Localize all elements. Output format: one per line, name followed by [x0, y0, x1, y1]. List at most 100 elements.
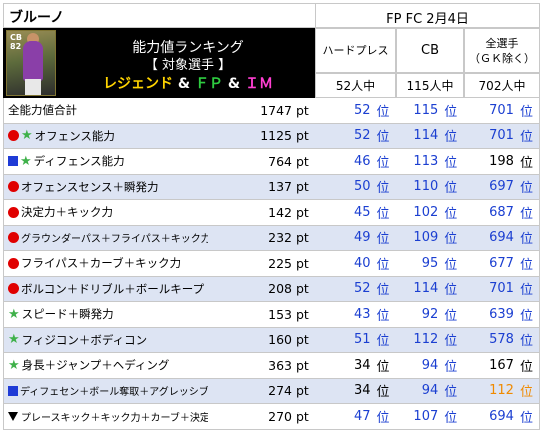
ranking-table: 全能力値合計 1747 pt 52 位 115 位 701 位 ★ オフェンス能力 1125 pt 5…	[3, 98, 540, 430]
banner-title: 能力値ランキング	[132, 40, 244, 56]
star-icon: ★	[20, 153, 32, 169]
banner-categories: レジェンド & ＦＰ & ＩＭ	[103, 76, 273, 92]
rank-hard-press: 52 位	[353, 128, 390, 146]
column-header-all-players: 全選手 （ＧＫ除く）	[464, 28, 540, 73]
triangle-down-icon	[8, 411, 18, 421]
table-row: 決定力＋キック力 142 pt 45 位 102 位 687 位	[3, 200, 540, 226]
column-header-hard-press: ハードプレス	[315, 28, 396, 73]
stat-label-text: プレースキック＋キック力＋カーブ＋決定力	[21, 412, 209, 424]
rank-cb: 110 位	[413, 179, 458, 197]
rank-cb: 112 位	[413, 332, 458, 350]
table-row: ★ スピード＋瞬発力 153 pt 43 位 92 位 639 位	[3, 302, 540, 328]
rank-cb: 114 位	[413, 281, 458, 299]
rank-hard-press: 46 位	[353, 153, 390, 171]
rank-all-players: 694 位	[489, 230, 533, 248]
rank-hard-press: 50 位	[353, 179, 390, 197]
rank-cb: 113 位	[413, 153, 458, 171]
rank-all-players: 677 位	[489, 255, 533, 273]
stat-label: ★ ディフェンス能力	[4, 153, 208, 169]
rank-hard-press: 52 位	[353, 102, 390, 120]
table-row: ★ ディフェンス能力 764 pt 46 位 113 位 198 位	[3, 149, 540, 175]
stat-label: オフェンスセンス＋瞬発力	[4, 179, 208, 195]
star-icon: ★	[8, 357, 20, 373]
table-row: ボルコン＋ドリブル＋ボールキープ 208 pt 52 位 114 位 701 位	[3, 276, 540, 302]
category-im: ＩＭ	[244, 76, 273, 92]
rank-cb: 115 位	[413, 102, 458, 120]
ranking-banner: CB 82 能力値ランキング 【 対象選手 】 レジェンド & ＦＰ & ＩＭ	[3, 28, 315, 98]
table-row: グラウンダーパス＋フライパス＋キック力 232 pt 49 位 109 位 694 位	[3, 225, 540, 251]
rank-all-players: 694 位	[489, 408, 533, 426]
rank-cb: 102 位	[413, 204, 458, 222]
offense-circle-icon	[8, 130, 19, 142]
stat-label: 決定力＋キック力	[4, 204, 208, 220]
stat-label-text: オフェンスセンス＋瞬発力	[21, 179, 159, 194]
table-row: ★ 身長＋ジャンプ＋ヘディング 363 pt 34 位 94 位 167 位	[3, 353, 540, 379]
offense-circle-icon	[8, 181, 19, 193]
stat-total: 363 pt	[268, 357, 309, 373]
star-icon: ★	[21, 128, 33, 144]
offense-circle-icon	[8, 232, 19, 244]
rank-all-players: 639 位	[489, 306, 533, 324]
rank-hard-press: 51 位	[353, 332, 390, 350]
rank-cb: 92 位	[421, 306, 458, 324]
rank-cb: 94 位	[421, 357, 458, 375]
stat-label-text: 身長＋ジャンプ＋ヘディング	[21, 358, 170, 373]
rank-hard-press: 52 位	[353, 281, 390, 299]
stat-total: 764 pt	[268, 153, 309, 169]
stat-total: 270 pt	[268, 408, 309, 424]
stat-label-text: ボルコン＋ドリブル＋ボールキープ	[21, 281, 205, 296]
stat-label: フライパス＋カーブ＋キック力	[4, 255, 208, 271]
stat-label: プレースキック＋キック力＋カーブ＋決定力	[4, 409, 208, 424]
stat-label-text: スピード＋瞬発力	[21, 307, 114, 322]
defense-square-icon	[8, 156, 18, 167]
offense-circle-icon	[8, 206, 19, 218]
stat-total: 1747 pt	[260, 102, 309, 118]
table-row: オフェンスセンス＋瞬発力 137 pt 50 位 110 位 697 位	[3, 174, 540, 200]
card-player-body	[23, 41, 43, 81]
stat-label-text: オフェンス能力	[34, 128, 115, 143]
stat-total: 153 pt	[268, 306, 309, 322]
stat-label-text: 全能力値合計	[8, 103, 77, 118]
defense-square-icon	[8, 385, 18, 396]
stat-label-text: フライパス＋カーブ＋キック力	[21, 256, 182, 271]
column-count-hard-press: 52人中	[315, 73, 396, 98]
stat-total: 142 pt	[268, 204, 309, 220]
stat-total: 232 pt	[268, 230, 309, 246]
rank-hard-press: 47 位	[353, 408, 390, 426]
stat-label-text: グラウンダーパス＋フライパス＋キック力	[21, 234, 209, 246]
rank-all-players: 198 位	[489, 153, 533, 171]
rank-all-players: 701 位	[489, 102, 533, 120]
date-label: FP FC 2月4日	[315, 3, 540, 28]
rank-cb: 114 位	[413, 128, 458, 146]
stat-label: ボルコン＋ドリブル＋ボールキープ	[4, 281, 208, 297]
stat-label: ディフェセン＋ボール奪取＋アグレッシブ	[4, 383, 208, 398]
stat-label-text: 決定力＋キック力	[21, 205, 113, 220]
table-row: 全能力値合計 1747 pt 52 位 115 位 701 位	[3, 98, 540, 124]
card-position: CB 82	[10, 33, 22, 51]
rank-all-players: 701 位	[489, 128, 533, 146]
rank-hard-press: 49 位	[353, 230, 390, 248]
stat-label: ★ スピード＋瞬発力	[4, 306, 208, 322]
rank-all-players: 167 位	[489, 357, 533, 375]
rank-all-players: 701 位	[489, 281, 533, 299]
stat-total: 160 pt	[268, 332, 309, 348]
player-name: ブルーノ	[3, 3, 315, 28]
rank-all-players: 687 位	[489, 204, 533, 222]
rank-hard-press: 40 位	[353, 255, 390, 273]
rank-hard-press: 34 位	[353, 383, 390, 401]
stat-total: 1125 pt	[260, 128, 309, 144]
table-row: ★ オフェンス能力 1125 pt 52 位 114 位 701 位	[3, 123, 540, 149]
stat-label-text: ディフェセン＋ボール奪取＋アグレッシブ	[20, 387, 209, 399]
rank-cb: 94 位	[421, 383, 458, 401]
category-fp: ＦＰ	[195, 76, 223, 92]
stat-label: 全能力値合計	[4, 102, 208, 118]
rank-all-players: 697 位	[489, 179, 533, 197]
stat-total: 137 pt	[268, 179, 309, 195]
offense-circle-icon	[8, 283, 19, 295]
stat-label-text: ディフェンス能力	[33, 154, 125, 169]
banner-subtitle: 【 対象選手 】	[144, 58, 232, 73]
rank-hard-press: 43 位	[353, 306, 390, 324]
column-count-all-players: 702人中	[464, 73, 540, 98]
stat-label-text: フィジコン＋ボディコン	[21, 332, 148, 347]
rank-hard-press: 34 位	[353, 357, 390, 375]
